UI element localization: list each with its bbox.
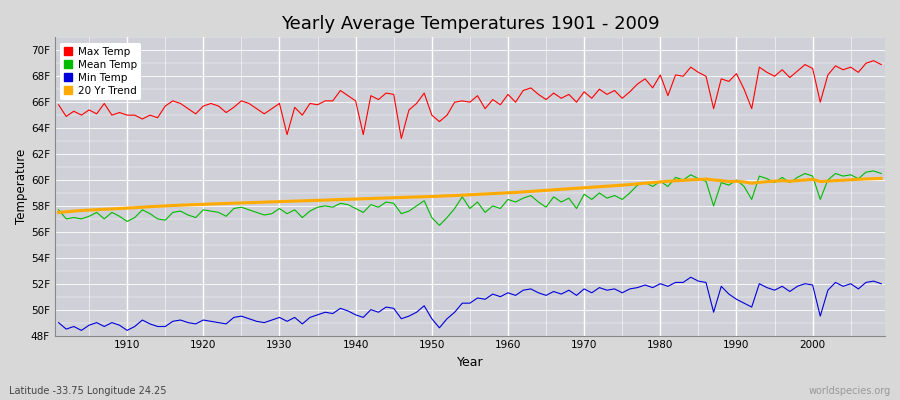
20 Yr Trend [502,190,513,195]
20 Yr Trend [282,199,292,204]
Line: Max Temp: Max Temp [58,61,881,138]
Min Temp [510,293,521,298]
Max Temp [282,132,292,137]
Text: Latitude -33.75 Longitude 24.25: Latitude -33.75 Longitude 24.25 [9,386,166,396]
Mean Temp [328,205,338,210]
Max Temp [510,100,521,104]
20 Yr Trend [328,198,338,202]
Mean Temp [876,171,886,176]
20 Yr Trend [53,210,64,215]
Min Temp [502,290,513,295]
Line: Mean Temp: Mean Temp [58,171,881,225]
Max Temp [876,62,886,67]
Min Temp [289,315,300,320]
Mean Temp [502,197,513,202]
Max Temp [114,110,125,115]
Mean Temp [868,168,879,173]
Min Temp [122,328,132,333]
X-axis label: Year: Year [456,356,483,369]
Mean Temp [510,200,521,204]
Legend: Max Temp, Mean Temp, Min Temp, 20 Yr Trend: Max Temp, Mean Temp, Min Temp, 20 Yr Tre… [60,42,141,100]
Mean Temp [114,214,125,219]
Min Temp [335,306,346,311]
Text: worldspecies.org: worldspecies.org [809,386,891,396]
20 Yr Trend [495,191,506,196]
20 Yr Trend [876,176,886,181]
Min Temp [876,281,886,286]
Y-axis label: Temperature: Temperature [15,149,28,224]
Max Temp [601,92,612,97]
Max Temp [868,58,879,63]
Mean Temp [282,211,292,216]
Mean Temp [53,207,64,212]
Max Temp [396,136,407,141]
Mean Temp [434,223,445,228]
Line: Min Temp: Min Temp [58,277,881,330]
20 Yr Trend [594,184,605,189]
Min Temp [686,275,697,280]
20 Yr Trend [114,206,125,211]
Max Temp [502,92,513,97]
Line: 20 Yr Trend: 20 Yr Trend [58,178,881,212]
Min Temp [76,328,86,333]
Max Temp [328,98,338,103]
Min Temp [601,288,612,292]
Min Temp [53,320,64,325]
Mean Temp [601,196,612,200]
Max Temp [53,102,64,107]
Title: Yearly Average Temperatures 1901 - 2009: Yearly Average Temperatures 1901 - 2009 [281,15,659,33]
